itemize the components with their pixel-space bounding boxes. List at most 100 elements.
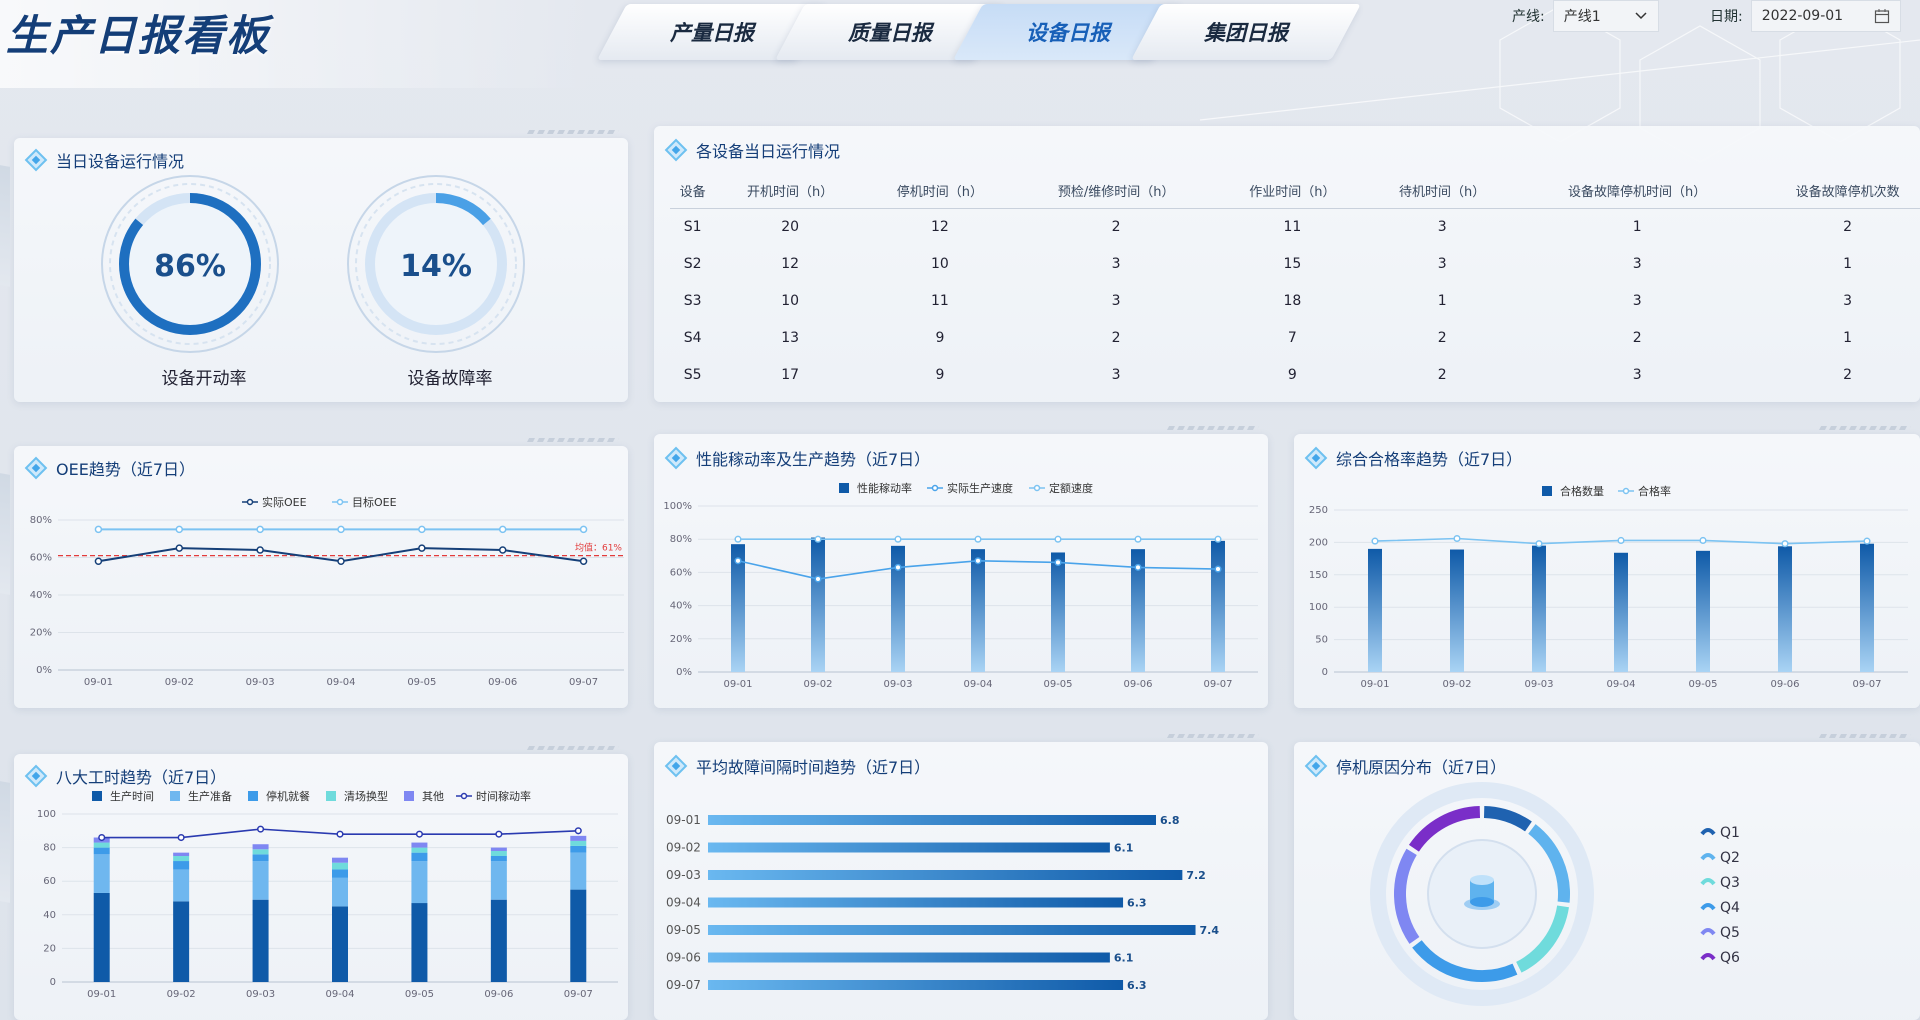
panel-title: 各设备当日运行情况	[664, 138, 840, 162]
legend-item: 停机就餐	[248, 789, 310, 803]
icon-part	[1470, 880, 1494, 902]
stacked-bar-segment	[570, 852, 587, 890]
panel-title-text: 当日设备运行情况	[56, 152, 185, 171]
bar	[1051, 552, 1065, 672]
bar	[891, 545, 905, 672]
y-tick-label: 80	[43, 843, 56, 854]
database-icon	[1464, 875, 1500, 910]
data-point	[814, 535, 822, 543]
title-band	[0, 0, 600, 88]
y-tick-label: 80%	[670, 534, 692, 545]
table-cell: 18	[1283, 292, 1302, 309]
data-point	[1214, 535, 1222, 543]
page-title: 生产日报看板	[6, 11, 271, 60]
data-point	[579, 557, 588, 565]
data-point	[1371, 537, 1379, 545]
x-tick-label: 09-02	[165, 677, 194, 688]
legend-label: 定额速度	[1049, 481, 1093, 495]
data-point	[734, 535, 742, 543]
data-label: 6.8	[1160, 814, 1180, 827]
header: 生产日报看板 产量日报 质量日报 设备日报 集团日报 产线: 产线1 日期: 2…	[0, 0, 1920, 88]
legend-item: 合格率	[1618, 484, 1671, 498]
table-cell: 15	[1283, 255, 1302, 272]
performance-chart: 0% 20% 40% 60% 80% 100% 09-01 09-02 09-03 09-04 09…	[663, 481, 1258, 690]
legend-marker	[246, 498, 254, 506]
tab-quality[interactable]: 质量日报	[775, 4, 1005, 60]
x-tick-label: 09-07	[569, 677, 598, 688]
legend-item: Q1	[1700, 825, 1740, 841]
stacked-bar-segment	[252, 849, 269, 855]
table-cell: 1	[1843, 255, 1853, 272]
table-cell: S2	[683, 255, 702, 272]
gauge-outer-ring	[347, 175, 525, 353]
panel-performance: 性能稼动率及生产趋势（近7日） 0% 20% 40% 60% 80% 100% 09-01 0…	[654, 434, 1268, 708]
tab-label: 产量日报	[670, 21, 754, 45]
bar	[1614, 552, 1628, 672]
table-cell: 3	[1437, 218, 1447, 235]
panel-title-text: 停机原因分布（近7日）	[1336, 758, 1507, 777]
panel-title-text: OEE趋势（近7日）	[56, 460, 195, 479]
data-point	[257, 825, 265, 833]
x-tick-label: 09-01	[1360, 679, 1389, 690]
table-cell: 11	[931, 292, 949, 309]
y-tick-label: 150	[1309, 570, 1328, 581]
legend-item: 实际OEE	[242, 495, 307, 509]
x-tick-label: 09-06	[484, 989, 513, 1000]
table-cell: 9	[1287, 366, 1297, 383]
y-tick-label: 20%	[30, 628, 52, 639]
column-header: 停机时间（h）	[865, 174, 1015, 209]
table-row: S4 13 9 2 7 2 2 1	[670, 319, 1920, 356]
stacked-bar-segment	[173, 869, 190, 902]
legend-label: Q3	[1720, 875, 1740, 891]
date-picker[interactable]: 2022-09-01	[1750, 0, 1901, 32]
panel-daily-status: 当日设备运行情况 86% 14% 设备开动率 设备故障率	[0, 138, 628, 402]
bar	[971, 549, 985, 672]
legend-swatch	[839, 483, 849, 493]
stacked-bar-segment	[252, 861, 269, 900]
data-point	[175, 525, 184, 534]
y-tick-label: 09-05	[666, 923, 701, 937]
column-header: 开机时间（h）	[715, 174, 866, 209]
y-tick-label: 0%	[676, 667, 692, 678]
y-tick-label: 60	[43, 876, 56, 887]
stacked-bar-segment	[411, 842, 428, 848]
y-tick-label: 0	[50, 977, 56, 988]
line-select[interactable]: 产线1	[1552, 0, 1659, 32]
stacked-bar-segment	[93, 842, 110, 848]
panel-title: OEE趋势（近7日）	[24, 456, 195, 480]
bar	[708, 842, 1110, 853]
tab-equipment[interactable]: 设备日报	[953, 4, 1183, 60]
legend-item: 合格数量	[1542, 484, 1604, 498]
stacked-bar-segment	[332, 857, 348, 863]
tab-production[interactable]: 产量日报	[597, 4, 827, 60]
bar	[708, 870, 1183, 880]
x-tick-label: 09-06	[488, 677, 517, 688]
gauge-value-text: 86%	[154, 249, 226, 284]
y-tick-label: 80%	[30, 515, 52, 526]
legend-item: 清场换型	[326, 789, 388, 803]
table-cell: 12	[781, 255, 800, 272]
x-tick-label: 09-04	[326, 677, 355, 688]
data-point	[98, 833, 106, 842]
legend-item: 其他	[404, 790, 444, 803]
panel-side-decoration	[0, 165, 10, 287]
x-tick-label: 09-07	[1203, 679, 1232, 690]
legend-label: Q2	[1720, 850, 1740, 866]
legend-swatch	[170, 791, 180, 801]
table-cell: 1	[1437, 292, 1447, 309]
y-tick-label: 0%	[36, 665, 52, 676]
date-value: 2022-09-01	[1761, 8, 1844, 24]
data-point	[734, 557, 742, 565]
pie-slice	[1483, 806, 1532, 832]
table-cell: 2	[1843, 366, 1853, 383]
x-tick-label: 09-05	[1688, 679, 1717, 690]
equipment-table: 设备 开机时间（h） 停机时间（h） 预检/维修时间（h） 作业时间（h） 待机时间（h）…	[670, 174, 1920, 393]
legend-item: 生产准备	[170, 789, 232, 803]
legend-label: Q1	[1720, 825, 1740, 841]
diamond-icon	[664, 138, 688, 162]
data-point	[574, 827, 582, 835]
tab-group[interactable]: 集团日报	[1131, 4, 1361, 60]
table-cell: 12	[931, 218, 949, 235]
table-cell: 2	[1111, 329, 1121, 346]
legend-label: 合格率	[1638, 484, 1671, 498]
